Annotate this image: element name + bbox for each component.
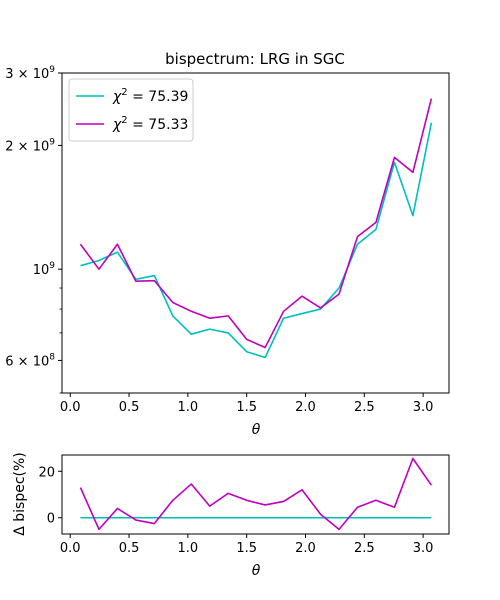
difference-panel: 0.0 0.5 1.0 1.5 2.0 2.5 3.0 0 20 θ Δ bispec(%): [12, 452, 450, 579]
bispectrum-series-1-line: [80, 122, 433, 359]
bispectrum-y-tick-label: 6 × 108: [5, 352, 55, 369]
difference-y-ticks: 0 20: [38, 465, 62, 527]
difference-x-ticks: 0.0 0.5 1.0 1.5 2.0 2.5 3.0: [60, 534, 434, 556]
difference-x-tick-label: 1.5: [236, 541, 257, 556]
bispectrum-y-tick-label: 109: [33, 261, 56, 278]
bispectrum-x-tick-label: 0.5: [119, 400, 140, 415]
bispectrum-x-label: θ: [252, 422, 261, 438]
bispectrum-x-tick-label: 1.0: [178, 400, 199, 415]
legend-box: [68, 78, 194, 142]
legend-label-series-2: χ2 = 75.33: [112, 115, 188, 133]
chart-title: bispectrum: LRG in SGC: [165, 50, 345, 68]
bispectrum-panel: bispectrum: LRG in SGC 0.0 0.5 1.0 1.5 2.0 2.…: [5, 50, 450, 438]
bispectrum-plot-area: [79, 98, 433, 359]
legend-label-series-1: χ2 = 75.39: [112, 87, 188, 105]
bispectrum-series-2-line: [79, 98, 433, 349]
difference-plot-area: [79, 457, 433, 531]
difference-x-tick-label: 3.0: [413, 541, 434, 556]
bispectrum-x-tick-label: 1.5: [236, 400, 257, 415]
difference-x-tick-label: 2.5: [354, 541, 375, 556]
difference-y-label: Δ bispec(%): [12, 452, 28, 536]
bispectrum-x-tick-label: 2.0: [295, 400, 316, 415]
bispectrum-x-ticks: 0.0 0.5 1.0 1.5 2.0 2.5 3.0: [60, 393, 434, 415]
bispectrum-x-tick-label: 3.0: [413, 400, 434, 415]
difference-x-tick-label: 1.0: [178, 541, 199, 556]
bispectrum-x-tick-label: 0.0: [60, 400, 81, 415]
difference-y-tick-label: 0: [47, 512, 55, 527]
difference-x-tick-label: 0.0: [60, 541, 81, 556]
difference-series-2-line: [79, 457, 433, 531]
bispectrum-y-tick-label: 3 × 109: [5, 65, 55, 82]
bispectrum-y-ticks: 6 × 108 109 2 × 109 3 × 109: [5, 65, 62, 394]
difference-axes-frame: [61, 454, 450, 535]
legend: χ2 = 75.39 χ2 = 75.33: [68, 78, 194, 142]
bispectrum-axes-frame: [61, 72, 450, 394]
difference-y-tick-label: 20: [38, 465, 55, 480]
bispectrum-y-tick-label: 2 × 109: [5, 137, 55, 154]
difference-x-tick-label: 0.5: [119, 541, 140, 556]
difference-x-label: θ: [252, 563, 261, 579]
bispectrum-x-tick-label: 2.5: [354, 400, 375, 415]
difference-x-tick-label: 2.0: [295, 541, 316, 556]
